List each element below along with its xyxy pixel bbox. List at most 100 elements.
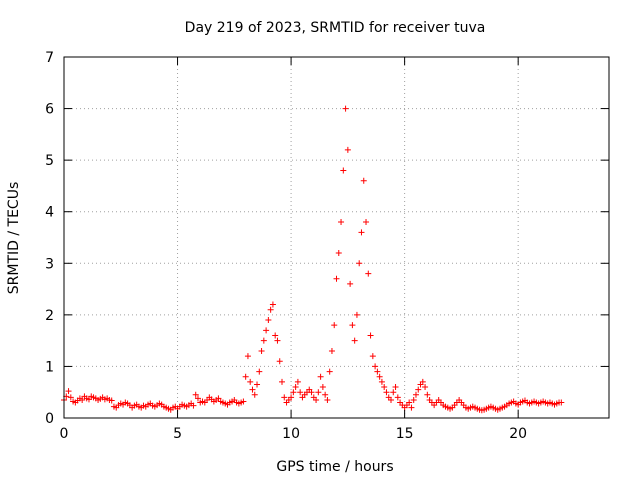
data-point	[313, 396, 320, 403]
data-point	[272, 332, 279, 339]
data-point	[85, 396, 92, 403]
data-point	[351, 337, 358, 344]
chart-title: Day 219 of 2023, SRMTID for receiver tuv…	[185, 20, 486, 36]
data-point	[340, 167, 347, 174]
data-point	[369, 353, 376, 360]
data-point	[356, 260, 363, 267]
y-tick-label: 1	[45, 359, 54, 375]
data-point	[294, 378, 301, 385]
data-point	[322, 391, 329, 398]
x-tick-label: 5	[173, 426, 182, 442]
data-point	[342, 105, 349, 112]
data-point	[244, 353, 251, 360]
data-point	[358, 229, 365, 236]
data-point	[79, 396, 86, 403]
data-point	[419, 378, 426, 385]
data-point	[349, 322, 356, 329]
data-point	[194, 395, 201, 402]
data-point	[263, 327, 270, 334]
data-point	[344, 146, 351, 153]
x-axis-label: GPS time / hours	[276, 459, 393, 475]
data-point	[406, 399, 413, 406]
data-point	[65, 388, 72, 395]
data-point	[274, 337, 281, 344]
data-point	[276, 358, 283, 365]
x-tick-label: 0	[60, 426, 69, 442]
data-point	[372, 363, 379, 370]
y-tick-label: 7	[45, 50, 54, 66]
data-point	[242, 373, 249, 380]
data-point	[408, 404, 415, 411]
data-point	[247, 378, 254, 385]
data-point	[378, 378, 385, 385]
data-point	[290, 389, 297, 396]
data-point	[392, 384, 399, 391]
data-point	[381, 384, 388, 391]
data-point	[251, 391, 258, 398]
data-point	[292, 384, 299, 391]
data-point	[422, 384, 429, 391]
data-point	[315, 389, 322, 396]
data-point	[258, 347, 265, 354]
axis-ticks: 0 1 2 3 4 5 6 7 0 5 10 15 20	[45, 50, 609, 442]
y-tick-label: 2	[45, 308, 54, 324]
y-axis-label: SRMTID / TECUs	[6, 182, 22, 295]
data-point	[108, 397, 115, 404]
data-point	[394, 394, 401, 401]
data-point	[67, 394, 74, 401]
data-point	[328, 347, 335, 354]
data-point	[297, 389, 304, 396]
data-point	[347, 280, 354, 287]
data-point	[256, 368, 263, 375]
data-point	[353, 311, 360, 318]
data-point	[383, 389, 390, 396]
x-tick-label: 10	[282, 426, 300, 442]
data-point	[254, 381, 261, 388]
data-point	[415, 386, 422, 393]
x-tick-label: 15	[396, 426, 414, 442]
data-point	[260, 337, 267, 344]
data-point	[317, 373, 324, 380]
data-point	[267, 306, 274, 313]
y-tick-label: 6	[45, 102, 54, 118]
data-point	[360, 177, 367, 184]
data-point	[374, 368, 381, 375]
data-point	[279, 378, 285, 385]
data-point	[281, 394, 288, 401]
data-point	[324, 396, 331, 403]
data-point	[319, 384, 326, 391]
data-point	[367, 332, 374, 339]
data-point	[249, 386, 256, 393]
y-tick-label: 4	[45, 205, 54, 221]
y-tick-label: 3	[45, 256, 54, 272]
data-points	[61, 105, 565, 414]
data-point	[424, 391, 431, 398]
data-point	[365, 270, 372, 277]
data-point	[215, 395, 222, 402]
data-point	[376, 373, 383, 380]
data-point	[331, 322, 338, 329]
data-point	[190, 402, 197, 409]
data-point	[363, 219, 370, 226]
y-tick-label: 5	[45, 153, 54, 169]
data-point	[288, 394, 295, 401]
data-point	[412, 391, 419, 398]
data-point	[240, 398, 247, 405]
grid	[64, 57, 609, 418]
data-point	[338, 219, 345, 226]
y-tick-label: 0	[45, 411, 54, 427]
data-point	[333, 275, 340, 282]
data-point	[558, 399, 565, 406]
x-tick-label: 20	[509, 426, 527, 442]
data-point	[192, 391, 199, 398]
plot-frame	[63, 56, 610, 419]
data-point	[265, 317, 272, 324]
data-point	[410, 396, 417, 403]
data-point	[326, 368, 333, 375]
data-point	[308, 389, 315, 396]
data-point	[335, 249, 342, 256]
data-point	[390, 389, 397, 396]
data-point	[269, 301, 276, 308]
